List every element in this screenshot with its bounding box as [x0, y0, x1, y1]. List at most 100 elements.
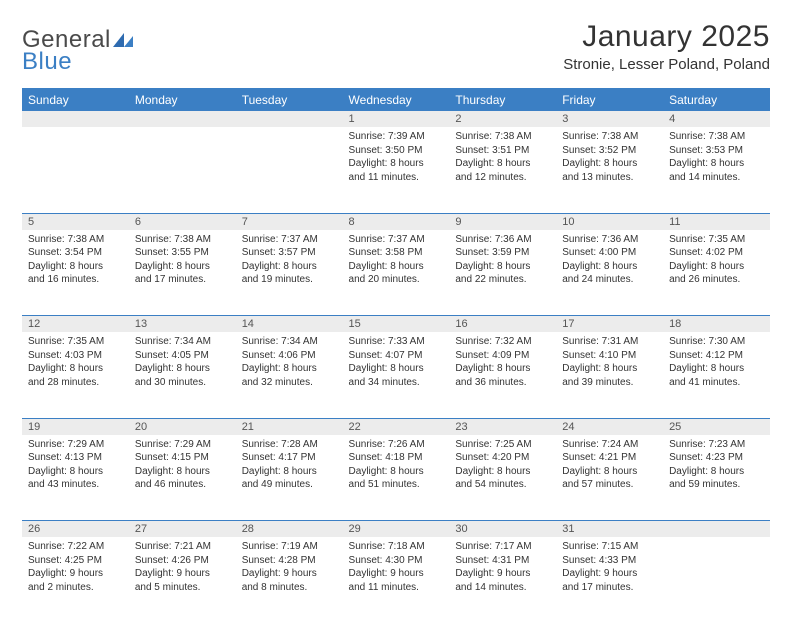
sunrise-text: Sunrise: 7:29 AM [28, 438, 123, 452]
day-body-cell: Sunrise: 7:38 AMSunset: 3:51 PMDaylight:… [449, 127, 556, 213]
daylight-line1: Daylight: 8 hours [562, 362, 657, 376]
dayhdr-thu: Thursday [449, 89, 556, 111]
day-body-cell: Sunrise: 7:25 AMSunset: 4:20 PMDaylight:… [449, 435, 556, 521]
sunrise-text: Sunrise: 7:18 AM [349, 540, 444, 554]
daylight-line1: Daylight: 8 hours [135, 362, 230, 376]
day-number-cell: 17 [556, 316, 663, 333]
day-number-cell [236, 111, 343, 127]
day-number-cell: 14 [236, 316, 343, 333]
day-body-cell: Sunrise: 7:38 AMSunset: 3:52 PMDaylight:… [556, 127, 663, 213]
daylight-line2: and 54 minutes. [455, 478, 550, 492]
daylight-line2: and 14 minutes. [669, 171, 764, 185]
day-body-cell: Sunrise: 7:18 AMSunset: 4:30 PMDaylight:… [343, 537, 450, 623]
daylight-line1: Daylight: 8 hours [669, 362, 764, 376]
day-number-cell: 4 [663, 111, 770, 127]
day-body-cell: Sunrise: 7:30 AMSunset: 4:12 PMDaylight:… [663, 332, 770, 418]
sunrise-text: Sunrise: 7:29 AM [135, 438, 230, 452]
sunset-text: Sunset: 4:18 PM [349, 451, 444, 465]
daylight-line1: Daylight: 8 hours [669, 465, 764, 479]
sunset-text: Sunset: 4:10 PM [562, 349, 657, 363]
daylight-line2: and 30 minutes. [135, 376, 230, 390]
week-3: 19202122232425Sunrise: 7:29 AMSunset: 4:… [22, 418, 770, 521]
sunrise-text: Sunrise: 7:37 AM [349, 233, 444, 247]
daylight-line1: Daylight: 9 hours [455, 567, 550, 581]
sunrise-text: Sunrise: 7:36 AM [562, 233, 657, 247]
sunset-text: Sunset: 4:23 PM [669, 451, 764, 465]
sunrise-text: Sunrise: 7:38 AM [455, 130, 550, 144]
day-details: Sunrise: 7:24 AMSunset: 4:21 PMDaylight:… [556, 435, 663, 498]
day-body-cell: Sunrise: 7:35 AMSunset: 4:03 PMDaylight:… [22, 332, 129, 418]
day-details: Sunrise: 7:35 AMSunset: 4:02 PMDaylight:… [663, 230, 770, 293]
daylight-line2: and 59 minutes. [669, 478, 764, 492]
daylight-line2: and 32 minutes. [242, 376, 337, 390]
daybody-row: Sunrise: 7:29 AMSunset: 4:13 PMDaylight:… [22, 435, 770, 521]
day-details: Sunrise: 7:38 AMSunset: 3:53 PMDaylight:… [663, 127, 770, 190]
sunrise-text: Sunrise: 7:38 AM [28, 233, 123, 247]
day-body-cell: Sunrise: 7:34 AMSunset: 4:05 PMDaylight:… [129, 332, 236, 418]
daylight-line2: and 20 minutes. [349, 273, 444, 287]
daylight-line1: Daylight: 8 hours [242, 465, 337, 479]
day-details: Sunrise: 7:26 AMSunset: 4:18 PMDaylight:… [343, 435, 450, 498]
day-number-cell: 3 [556, 111, 663, 127]
dayhdr-sun: Sunday [22, 89, 129, 111]
day-details: Sunrise: 7:18 AMSunset: 4:30 PMDaylight:… [343, 537, 450, 600]
sunrise-text: Sunrise: 7:38 AM [135, 233, 230, 247]
sunrise-text: Sunrise: 7:34 AM [242, 335, 337, 349]
daylight-line2: and 51 minutes. [349, 478, 444, 492]
day-number-cell: 5 [22, 213, 129, 230]
logo: General Blue [22, 20, 135, 82]
day-number-cell: 23 [449, 418, 556, 435]
daylight-line1: Daylight: 8 hours [28, 260, 123, 274]
day-number-cell: 21 [236, 418, 343, 435]
daynum-row: 262728293031 [22, 521, 770, 538]
day-number-cell: 6 [129, 213, 236, 230]
daylight-line2: and 22 minutes. [455, 273, 550, 287]
sunset-text: Sunset: 4:05 PM [135, 349, 230, 363]
daylight-line2: and 28 minutes. [28, 376, 123, 390]
sunset-text: Sunset: 3:51 PM [455, 144, 550, 158]
day-number-cell: 24 [556, 418, 663, 435]
sunrise-text: Sunrise: 7:31 AM [562, 335, 657, 349]
day-body-cell: Sunrise: 7:29 AMSunset: 4:13 PMDaylight:… [22, 435, 129, 521]
daylight-line2: and 41 minutes. [669, 376, 764, 390]
day-details: Sunrise: 7:32 AMSunset: 4:09 PMDaylight:… [449, 332, 556, 395]
day-number-cell: 20 [129, 418, 236, 435]
day-number-cell: 10 [556, 213, 663, 230]
daybody-row: Sunrise: 7:22 AMSunset: 4:25 PMDaylight:… [22, 537, 770, 623]
sunset-text: Sunset: 3:59 PM [455, 246, 550, 260]
sunset-text: Sunset: 3:53 PM [669, 144, 764, 158]
day-body-cell: Sunrise: 7:38 AMSunset: 3:55 PMDaylight:… [129, 230, 236, 316]
day-body-cell [22, 127, 129, 213]
day-number-cell: 12 [22, 316, 129, 333]
day-body-cell: Sunrise: 7:38 AMSunset: 3:54 PMDaylight:… [22, 230, 129, 316]
sunset-text: Sunset: 4:25 PM [28, 554, 123, 568]
day-details: Sunrise: 7:17 AMSunset: 4:31 PMDaylight:… [449, 537, 556, 600]
day-details: Sunrise: 7:36 AMSunset: 3:59 PMDaylight:… [449, 230, 556, 293]
day-body-cell: Sunrise: 7:15 AMSunset: 4:33 PMDaylight:… [556, 537, 663, 623]
daylight-line1: Daylight: 8 hours [135, 260, 230, 274]
day-body-cell: Sunrise: 7:32 AMSunset: 4:09 PMDaylight:… [449, 332, 556, 418]
sunrise-text: Sunrise: 7:26 AM [349, 438, 444, 452]
sunset-text: Sunset: 3:50 PM [349, 144, 444, 158]
day-number-cell: 7 [236, 213, 343, 230]
daybody-row: Sunrise: 7:35 AMSunset: 4:03 PMDaylight:… [22, 332, 770, 418]
day-details: Sunrise: 7:31 AMSunset: 4:10 PMDaylight:… [556, 332, 663, 395]
daynum-row: 12131415161718 [22, 316, 770, 333]
sunrise-text: Sunrise: 7:36 AM [455, 233, 550, 247]
day-number-cell [663, 521, 770, 538]
sunset-text: Sunset: 4:09 PM [455, 349, 550, 363]
day-number-cell: 11 [663, 213, 770, 230]
day-number-cell: 31 [556, 521, 663, 538]
sunrise-text: Sunrise: 7:23 AM [669, 438, 764, 452]
daylight-line1: Daylight: 8 hours [242, 362, 337, 376]
daylight-line2: and 46 minutes. [135, 478, 230, 492]
day-details: Sunrise: 7:34 AMSunset: 4:05 PMDaylight:… [129, 332, 236, 395]
day-details: Sunrise: 7:21 AMSunset: 4:26 PMDaylight:… [129, 537, 236, 600]
dayhdr-mon: Monday [129, 89, 236, 111]
day-body-cell: Sunrise: 7:36 AMSunset: 3:59 PMDaylight:… [449, 230, 556, 316]
day-number-cell: 22 [343, 418, 450, 435]
sunrise-text: Sunrise: 7:38 AM [562, 130, 657, 144]
sunset-text: Sunset: 4:17 PM [242, 451, 337, 465]
header: General Blue January 2025 Stronie, Lesse… [22, 20, 770, 82]
page-title: January 2025 [563, 20, 770, 54]
